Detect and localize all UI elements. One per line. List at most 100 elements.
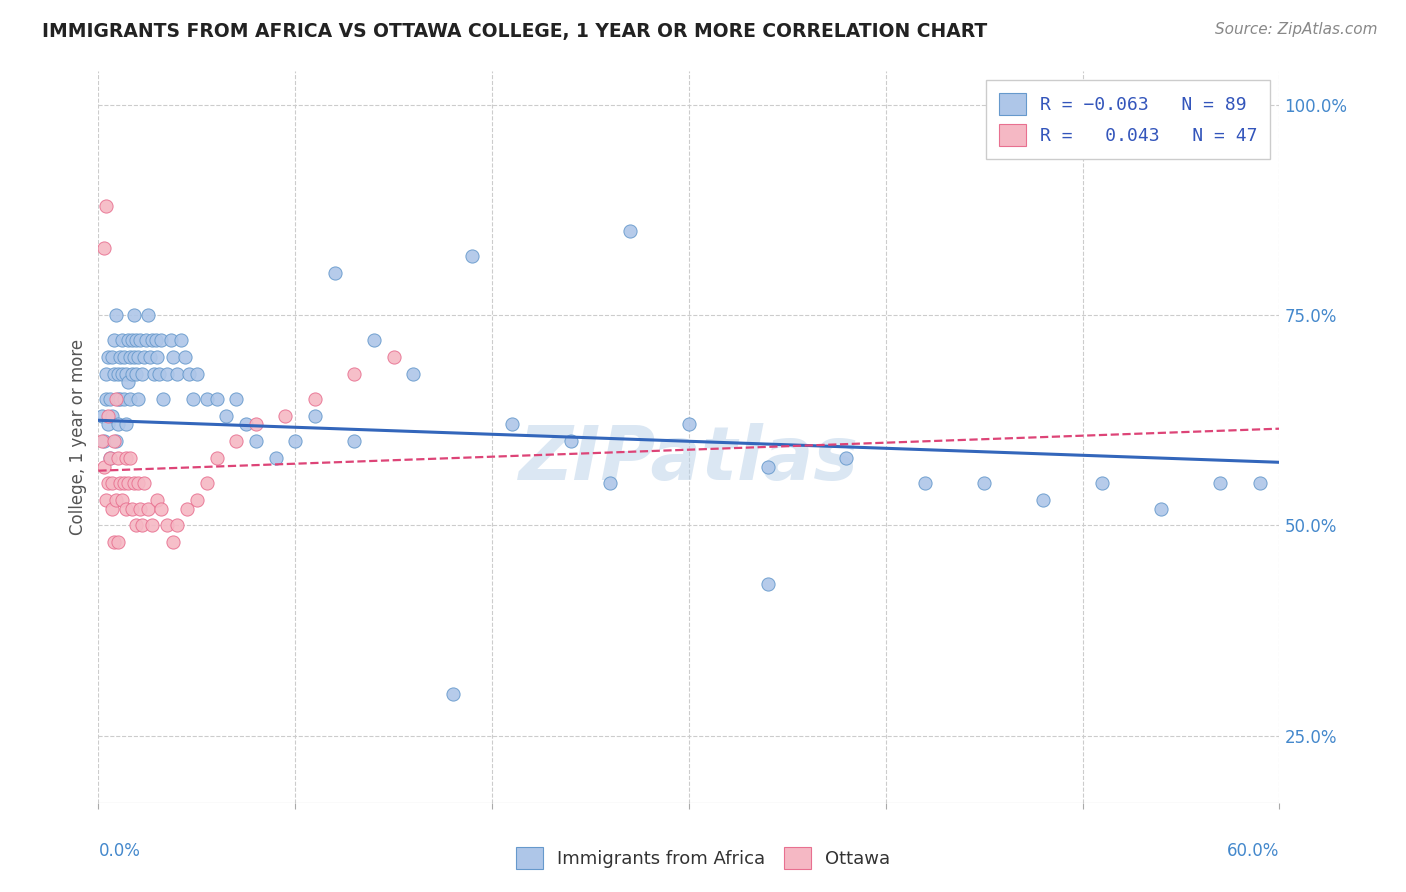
Point (101, 409, 124, 423)
Point (138, 350, 160, 364)
Point (111, 493, 134, 508)
Y-axis label: College, 1 year or more: College, 1 year or more (69, 339, 87, 535)
Point (152, 392, 174, 407)
Point (1032, 493, 1054, 508)
Point (914, 476, 936, 491)
Point (176, 501, 198, 516)
Point (131, 367, 153, 381)
Point (146, 493, 169, 508)
Point (402, 367, 425, 381)
Point (121, 334, 143, 348)
Point (304, 392, 326, 407)
Point (1209, 476, 1232, 491)
Point (132, 476, 155, 491)
Point (146, 350, 169, 364)
Point (186, 493, 208, 508)
Point (122, 350, 145, 364)
Point (678, 417, 700, 432)
Point (284, 434, 307, 449)
Point (323, 266, 346, 280)
Point (225, 434, 247, 449)
Point (107, 417, 129, 432)
Point (156, 518, 179, 533)
Point (108, 350, 131, 364)
Point (131, 518, 153, 533)
Point (105, 493, 128, 508)
Point (235, 417, 257, 432)
Point (186, 367, 208, 381)
Point (107, 535, 129, 549)
Point (756, 459, 779, 474)
Point (205, 392, 228, 407)
Point (107, 451, 129, 466)
Point (96, 199, 118, 213)
Point (835, 451, 858, 466)
Point (103, 535, 125, 549)
Point (166, 367, 188, 381)
Point (115, 417, 138, 432)
Point (560, 434, 582, 449)
Point (98, 451, 121, 466)
Point (1249, 476, 1271, 491)
Point (128, 334, 150, 348)
Point (111, 334, 134, 348)
Point (107, 367, 129, 381)
Point (118, 392, 141, 407)
Point (127, 476, 149, 491)
Point (136, 308, 159, 322)
Point (103, 334, 125, 348)
Text: 60.0%: 60.0% (1227, 842, 1279, 860)
Legend: Immigrants from Africa, Ottawa: Immigrants from Africa, Ottawa (506, 838, 900, 879)
Point (245, 417, 267, 432)
Point (599, 476, 621, 491)
Point (177, 367, 200, 381)
Point (501, 417, 523, 432)
Point (225, 392, 247, 407)
Point (118, 451, 141, 466)
Point (264, 451, 287, 466)
Point (105, 434, 128, 449)
Point (135, 334, 157, 348)
Point (117, 376, 139, 390)
Point (441, 686, 464, 700)
Point (97, 476, 120, 491)
Point (105, 392, 128, 407)
Point (156, 367, 179, 381)
Point (118, 350, 141, 364)
Point (112, 476, 135, 491)
Point (215, 409, 238, 423)
Text: ZIPatlas: ZIPatlas (519, 423, 859, 496)
Point (121, 501, 143, 516)
Point (115, 501, 138, 516)
Point (98, 451, 121, 466)
Point (128, 501, 150, 516)
Text: IMMIGRANTS FROM AFRICA VS OTTAWA COLLEGE, 1 YEAR OR MORE CORRELATION CHART: IMMIGRANTS FROM AFRICA VS OTTAWA COLLEGE… (42, 22, 987, 41)
Point (461, 249, 484, 263)
Point (1091, 476, 1114, 491)
Point (125, 367, 148, 381)
Point (132, 350, 155, 364)
Point (111, 367, 134, 381)
Point (150, 501, 173, 516)
Point (304, 409, 326, 423)
Point (145, 334, 167, 348)
Point (117, 334, 139, 348)
Point (93, 459, 115, 474)
Point (142, 367, 165, 381)
Point (174, 350, 197, 364)
Point (141, 518, 163, 533)
Point (96, 392, 118, 407)
Point (170, 334, 193, 348)
Point (205, 451, 228, 466)
Point (382, 350, 405, 364)
Point (148, 367, 170, 381)
Point (117, 476, 139, 491)
Point (973, 476, 995, 491)
Point (619, 224, 641, 238)
Point (125, 334, 148, 348)
Text: 0.0%: 0.0% (98, 842, 141, 860)
Point (108, 392, 131, 407)
Point (107, 392, 129, 407)
Point (101, 501, 124, 516)
Point (98, 392, 121, 407)
